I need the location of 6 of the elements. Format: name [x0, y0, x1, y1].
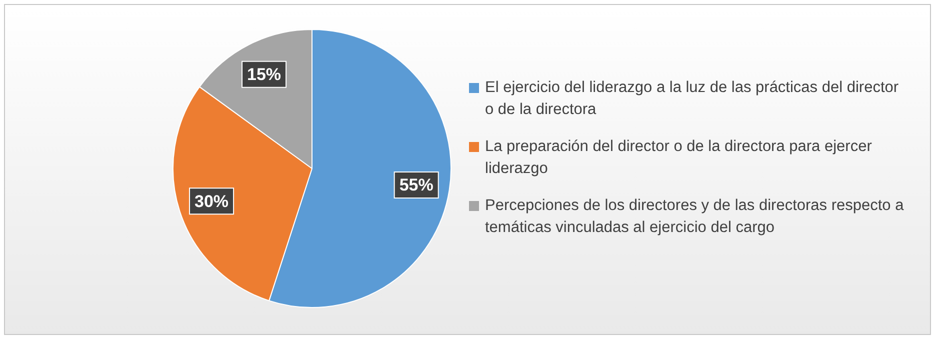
data-label: 30%: [194, 192, 229, 211]
slice-label: El ejercicio del liderazgo a la luz de las prácticas del director o de la directora: [485, 78, 900, 120]
data-label: 55%: [399, 176, 434, 195]
legend-label: Percepciones de los directores y de las directoras respecto a temáticas vinculadas al ejercicio del cargo: [485, 196, 905, 238]
data-label: 15%: [247, 65, 282, 84]
legend-label: La preparación del director o de la directora para ejercer liderazgo: [485, 137, 873, 179]
